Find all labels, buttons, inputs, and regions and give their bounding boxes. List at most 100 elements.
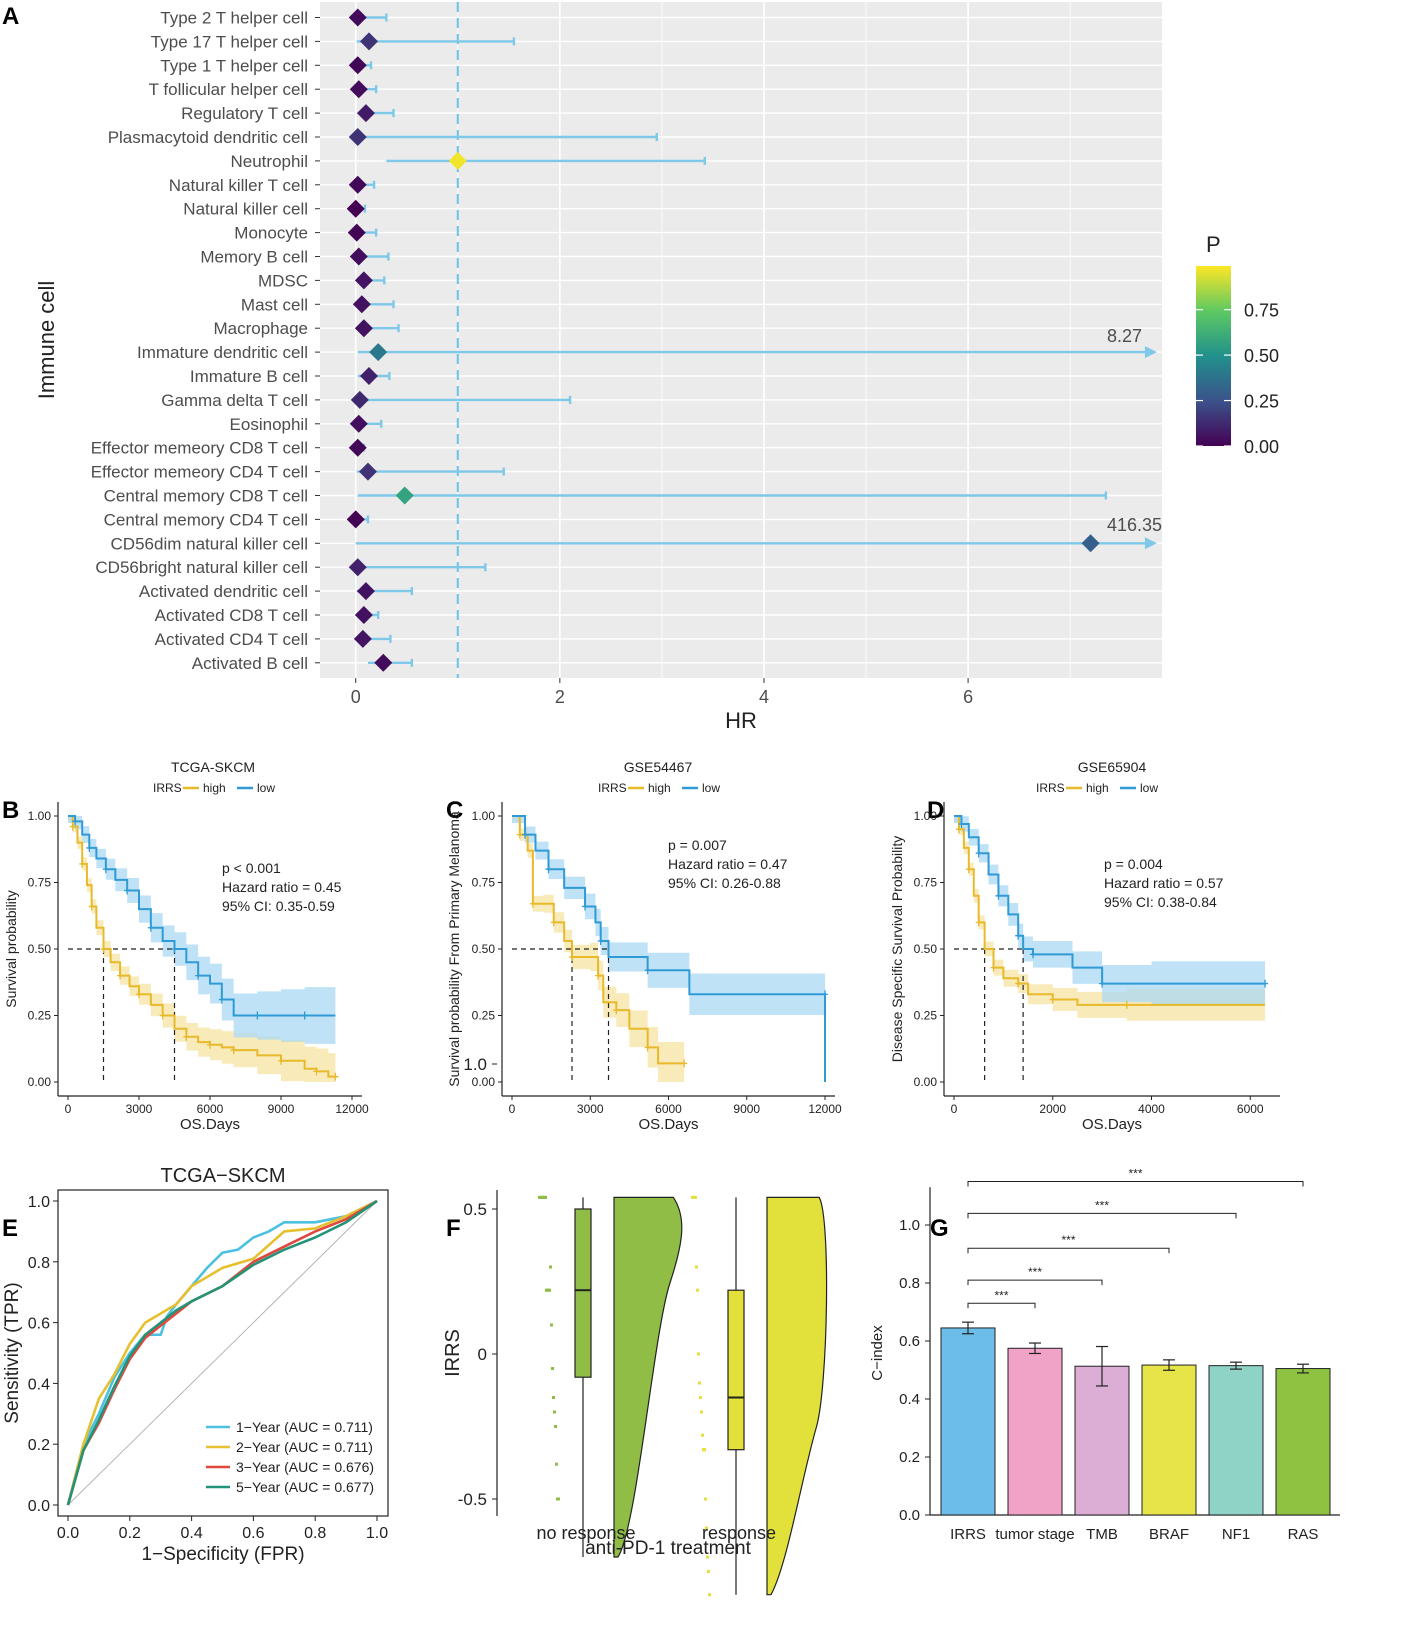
significance-bracket (967, 1212, 1237, 1219)
significance-bracket (967, 1279, 1103, 1286)
y-tick-label: Type 17 T helper cell (151, 32, 308, 51)
y-tick-label: 1.0 (463, 1055, 487, 1074)
censor-mark (100, 945, 107, 953)
x-axis-title: OS.Days (180, 1116, 240, 1133)
x-tick-label: 9000 (733, 1102, 760, 1116)
y-tick-label: 1.0 (28, 1194, 50, 1211)
hr-diamond (346, 510, 365, 529)
legend-label-low: low (257, 781, 275, 795)
annotation-upper-ci: 416.35 (1107, 515, 1162, 535)
y-axis-title: C−index (869, 1325, 886, 1381)
y-tick-label: 0.75 (914, 876, 938, 890)
legend-label: 1−Year (AUC = 0.711) (236, 1419, 373, 1435)
y-tick-label: 0.6 (899, 1333, 920, 1350)
panel-c-km-gse54467: 0.00 0.25 0.50 0.75 1.00 0 3000 6000 9000 12000 OS… (446, 759, 842, 1133)
hr-diamond (346, 199, 365, 218)
data-point (700, 1410, 703, 1414)
y-axis-title: Survival probability From Primary Melano… (446, 811, 462, 1087)
censor-mark (990, 963, 997, 972)
y-tick-label: Memory B cell (200, 248, 308, 267)
data-point (557, 1497, 560, 1501)
half-violin (766, 1196, 828, 1596)
y-tick-label: Effector memeory CD8 T cell (91, 439, 308, 458)
x-tick-label: 3000 (126, 1102, 153, 1116)
y-axis-title: Survival probability (3, 890, 19, 1008)
data-point (549, 1265, 552, 1269)
hr-diamond (349, 414, 368, 433)
legend-title: IRRS (598, 781, 627, 795)
censor-mark (102, 865, 109, 874)
censor-mark (955, 825, 962, 834)
data-point (553, 1410, 556, 1414)
bar (940, 1327, 996, 1516)
x-tick-label: 0.4 (180, 1525, 202, 1542)
y-tick-label: CD56bright natural killer cell (95, 558, 308, 577)
roc-curve (66, 1199, 378, 1506)
data-point (699, 1396, 702, 1399)
x-tick-label: 0 (951, 1102, 958, 1116)
y-axis-title: Sensitivity (TPR) (2, 1282, 23, 1423)
censor-mark (313, 1067, 320, 1076)
chart-title: GSE65904 (1078, 759, 1147, 775)
stat-annotation: Hazard ratio = 0.57 (1104, 875, 1224, 891)
panel-a-forest-plot: Type 2 T helper cell Type 17 T helper cel… (34, 2, 1279, 733)
stat-annotation: p < 0.001 (222, 860, 281, 876)
hr-diamond (354, 271, 373, 290)
data-point (708, 1593, 711, 1597)
ci-band-high (68, 816, 336, 1082)
y-tick-label: MDSC (258, 271, 308, 290)
censor-mark (582, 902, 589, 911)
censor-mark (597, 937, 604, 946)
legend-label-low: low (702, 781, 720, 795)
data-point (551, 1367, 554, 1370)
x-tick-label: RAS (1288, 1526, 1319, 1543)
legend-label: 0.25 (1244, 392, 1279, 412)
hr-diamond (350, 390, 369, 409)
y-tick-label: 0.4 (899, 1391, 920, 1408)
panel-b-km-tcga: 0.00 0.25 0.50 0.75 1.00 0 3000 6000 9000 12000 OS… (3, 759, 369, 1133)
bar (1074, 1365, 1130, 1516)
hr-diamond (354, 319, 373, 338)
y-tick-label: 0.2 (28, 1437, 50, 1454)
hr-diamond (347, 223, 366, 242)
y-tick-label: T follicular helper cell (149, 80, 308, 99)
legend-label: 0.50 (1244, 346, 1279, 366)
x-tick-label: TMB (1086, 1526, 1118, 1543)
hr-diamond (348, 438, 367, 457)
y-tick-label: 0.50 (28, 942, 52, 956)
x-axis-title: anti-PD-1 treatment (585, 1538, 752, 1559)
significance-label: *** (1061, 1233, 1075, 1247)
x-tick-label: 6000 (1237, 1102, 1264, 1116)
significance-bracket (967, 1247, 1170, 1254)
hr-diamond (353, 629, 372, 648)
data-point (704, 1497, 707, 1501)
legend-label: 3−Year (AUC = 0.676) (236, 1459, 374, 1475)
legend-label: 2−Year (AUC = 0.711) (236, 1439, 373, 1455)
x-tick-label: 0.2 (119, 1525, 141, 1542)
data-point (544, 1195, 547, 1199)
y-tick-label: Macrophage (213, 319, 308, 338)
x-tick-label: NF1 (1222, 1526, 1250, 1543)
x-tick-label: tumor stage (995, 1526, 1074, 1543)
panel-label-f: F (446, 1215, 461, 1242)
hr-diamond (356, 104, 375, 123)
x-tick-label: 1.0 (366, 1525, 388, 1542)
censor-mark (595, 971, 602, 980)
censor-mark (230, 1046, 237, 1055)
x-tick-label: 12000 (808, 1102, 842, 1116)
y-tick-label: Neutrophil (231, 152, 309, 171)
data-point (707, 1570, 710, 1573)
x-axis-title: 1−Specificity (FPR) (141, 1544, 304, 1565)
bar (1141, 1364, 1197, 1516)
y-tick-label: 0.0 (899, 1507, 920, 1524)
y-tick-label: Type 1 T helper cell (160, 56, 308, 75)
y-tick-label: Activated dendritic cell (139, 582, 308, 601)
chart-title: TCGA-SKCM (171, 759, 255, 775)
hr-diamond (395, 486, 414, 505)
censor-mark (958, 819, 965, 828)
x-tick-label: response (702, 1523, 776, 1543)
ci-band-low (954, 816, 1266, 1015)
censor-mark (1030, 950, 1036, 959)
censor-mark (1262, 979, 1269, 988)
